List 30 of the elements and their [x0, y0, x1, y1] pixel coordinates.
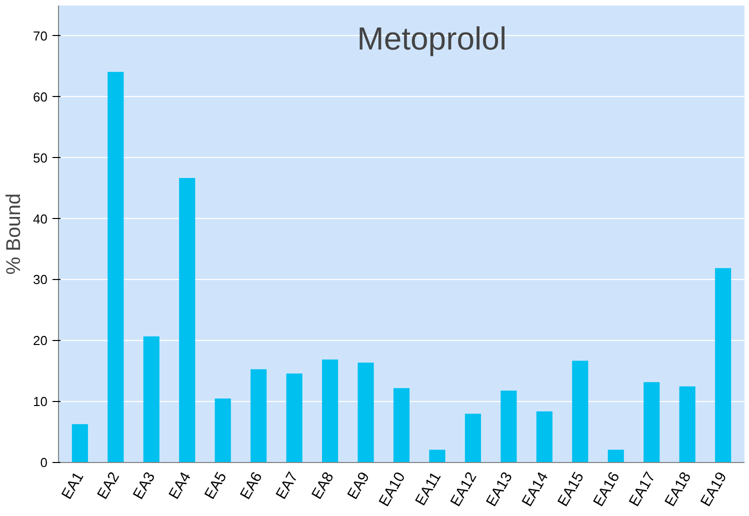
- y-tick-label: 40: [33, 211, 48, 226]
- bar: [72, 424, 88, 462]
- bar: [358, 362, 374, 462]
- bar: [179, 178, 196, 462]
- y-tick-label: 20: [33, 333, 48, 348]
- bar: [536, 411, 552, 462]
- bar: [322, 360, 338, 462]
- y-tick-label: 30: [33, 272, 48, 288]
- bar: [608, 450, 624, 462]
- bar: [393, 388, 410, 462]
- y-tick-label: 60: [33, 89, 48, 104]
- bar: [286, 374, 302, 462]
- y-tick-label: 10: [33, 394, 48, 410]
- bar: [214, 398, 231, 462]
- y-tick-label: 70: [33, 28, 48, 44]
- y-tick-label: 0: [40, 455, 48, 470]
- bar: [250, 369, 267, 462]
- bar: [679, 386, 696, 462]
- bar: [143, 336, 160, 462]
- bar: [715, 268, 732, 462]
- text: Metoprolol: [357, 20, 507, 56]
- bar: [464, 414, 481, 462]
- bar: [572, 360, 588, 462]
- x-tick-label: EA1: [58, 469, 88, 502]
- y-axis-title: % Bound: [3, 193, 26, 275]
- bar: [644, 382, 660, 462]
- bar: [429, 450, 446, 462]
- y-tick-label: 50: [33, 150, 48, 166]
- bar: [500, 390, 517, 462]
- bar: [108, 72, 124, 462]
